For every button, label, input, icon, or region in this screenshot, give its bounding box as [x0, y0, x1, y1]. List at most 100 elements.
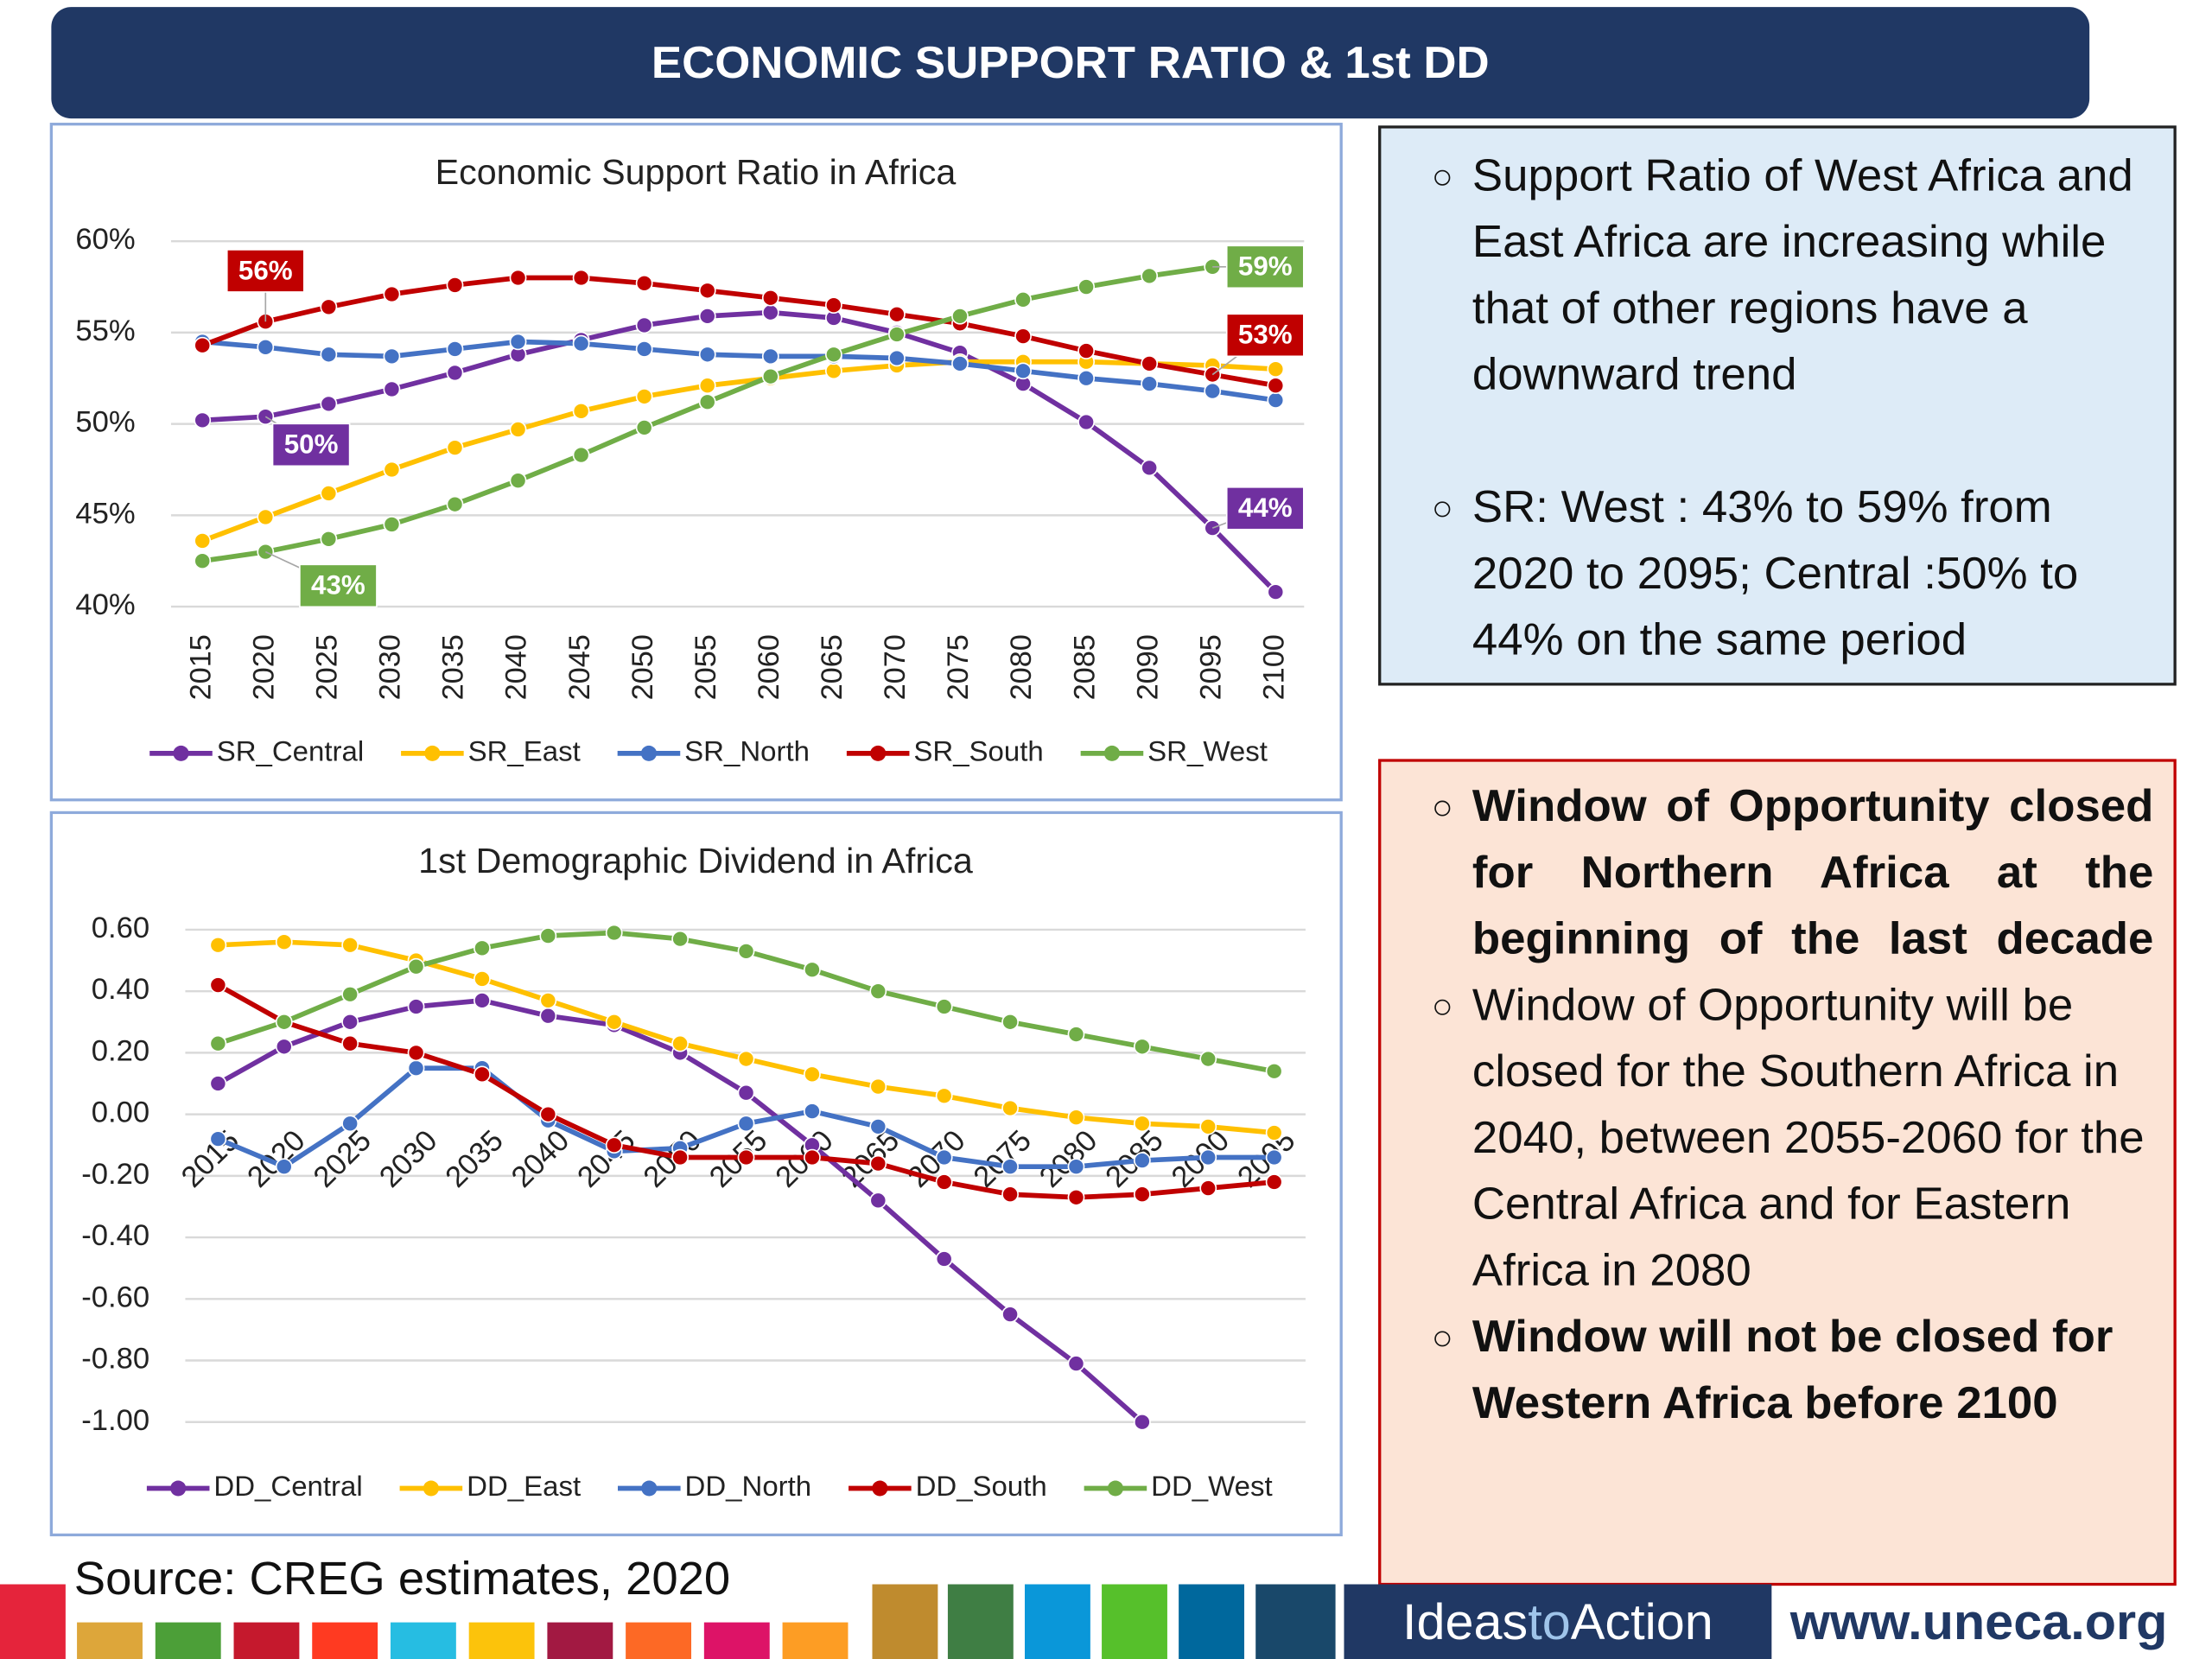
x-tick-label: 2050 — [626, 634, 659, 700]
legend-marker — [640, 745, 658, 761]
data-point — [635, 275, 653, 292]
data-point — [1141, 267, 1159, 285]
callout-box — [1225, 245, 1305, 289]
data-point — [275, 933, 293, 950]
data-point — [257, 508, 275, 526]
data-point — [474, 992, 491, 1009]
data-point — [1265, 1124, 1283, 1141]
data-point — [1133, 1413, 1151, 1431]
x-tick-label: 2015 — [184, 634, 217, 700]
series-line — [201, 339, 1276, 403]
data-point — [572, 334, 590, 353]
text-panel: Window of Opportunity closed for Norther… — [1378, 759, 2177, 1586]
x-tick-label: 2090 — [1131, 634, 1164, 700]
data-point — [539, 1007, 557, 1025]
x-tick-label: 2030 — [373, 634, 406, 700]
callout-box — [299, 563, 378, 608]
data-point — [1267, 360, 1285, 378]
data-point — [1199, 1050, 1217, 1068]
callout-box — [271, 423, 351, 467]
data-point — [1014, 327, 1032, 345]
data-label: 44% — [1238, 493, 1293, 523]
data-point — [804, 961, 821, 979]
series-line — [201, 275, 1276, 389]
data-point — [474, 1065, 491, 1084]
data-point — [1265, 1148, 1283, 1166]
url: www.uneca.org — [1789, 1592, 2168, 1650]
data-point — [888, 326, 906, 343]
data-point — [1067, 1109, 1085, 1126]
data-point — [605, 1136, 623, 1154]
data-point — [209, 1034, 227, 1052]
data-point — [1133, 1038, 1151, 1056]
data-point — [761, 367, 779, 385]
data-point — [804, 1103, 821, 1120]
data-point — [888, 305, 906, 323]
data-point — [341, 1034, 359, 1052]
chart-title: Economic Support Ratio in Africa — [435, 152, 957, 192]
data-point — [1067, 1355, 1085, 1372]
y-tick-label: 55% — [75, 315, 135, 347]
data-point — [209, 1075, 227, 1092]
data-point — [341, 936, 359, 954]
data-point — [407, 998, 425, 1015]
data-point — [869, 1192, 887, 1210]
data-point — [275, 1038, 293, 1056]
callout-box — [1225, 313, 1305, 358]
bullet: Window of Opportunity closed for Norther… — [1472, 773, 2153, 972]
data-point — [1267, 391, 1285, 409]
data-point — [951, 355, 969, 372]
data-label: 56% — [238, 255, 293, 285]
data-label: 59% — [1238, 251, 1293, 282]
x-tick-label: 2020 — [247, 634, 280, 700]
data-point — [737, 1115, 755, 1133]
legend-marker — [424, 745, 441, 761]
data-point — [474, 939, 491, 957]
data-point — [737, 1148, 755, 1166]
data-point — [1077, 342, 1096, 359]
data-point — [509, 269, 527, 287]
data-point — [257, 339, 275, 356]
data-point — [671, 1148, 690, 1166]
y-tick-label: -1.00 — [81, 1404, 149, 1437]
y-tick-label: 0.60 — [92, 912, 149, 944]
data-point — [509, 472, 527, 489]
y-tick-label: 0.40 — [92, 973, 149, 1006]
data-point — [1141, 375, 1159, 392]
data-point — [407, 1059, 425, 1077]
data-point — [935, 1250, 953, 1268]
data-point — [671, 1034, 690, 1052]
y-tick-label: -0.40 — [81, 1219, 149, 1252]
data-point — [407, 957, 425, 976]
brand-text: Ideas — [1402, 1592, 1529, 1650]
data-point — [761, 289, 779, 307]
x-tick-label: 2065 — [816, 634, 849, 700]
data-point — [1133, 1152, 1151, 1169]
data-point — [446, 364, 464, 382]
chart-frame — [49, 123, 1343, 802]
data-point — [446, 276, 464, 294]
data-point — [737, 943, 755, 960]
legend-label: DD_Central — [213, 1470, 362, 1502]
y-tick-label: 0.00 — [92, 1096, 149, 1129]
data-point — [383, 380, 401, 398]
data-point — [1077, 278, 1096, 296]
data-point — [698, 393, 716, 411]
data-point — [1267, 377, 1285, 395]
legend-label: DD_South — [916, 1470, 1047, 1502]
data-point — [383, 347, 401, 365]
legend-label: DD_North — [685, 1470, 812, 1502]
data-point — [1001, 1158, 1019, 1175]
data-point — [1077, 413, 1096, 431]
data-point — [804, 1065, 821, 1084]
legend-marker — [641, 1480, 658, 1497]
data-point — [320, 531, 338, 548]
x-tick-label: 2075 — [942, 634, 975, 700]
y-tick-label: 40% — [75, 588, 135, 621]
data-point — [869, 1154, 887, 1173]
y-tick-label: 0.20 — [92, 1035, 149, 1068]
data-point — [1067, 1188, 1085, 1206]
chart-title: 1st Demographic Dividend in Africa — [418, 841, 973, 880]
data-label: 53% — [1238, 320, 1293, 350]
data-point — [635, 340, 653, 358]
